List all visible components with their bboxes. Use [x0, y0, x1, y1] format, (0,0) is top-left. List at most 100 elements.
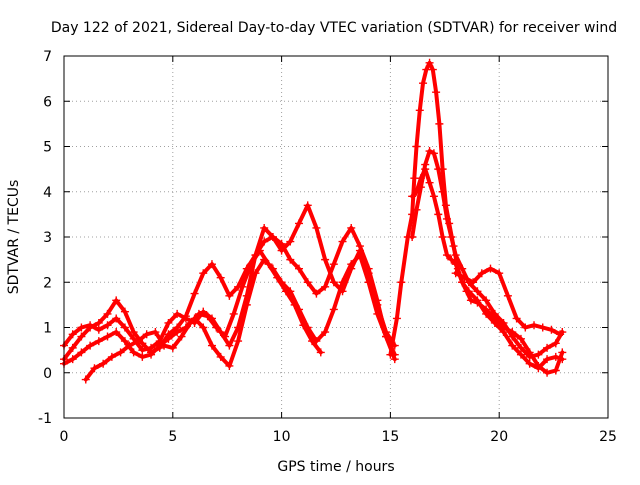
data-point [508, 332, 517, 341]
data-point [203, 312, 212, 321]
series-track-6 [408, 147, 567, 361]
data-point [164, 334, 173, 343]
data-point [482, 296, 491, 305]
data-point [435, 119, 444, 128]
data-point [473, 287, 482, 296]
data-point [516, 350, 525, 359]
data-point [438, 233, 447, 241]
data-point [464, 287, 473, 296]
data-point [525, 352, 534, 361]
data-point [338, 278, 347, 287]
data-point [264, 260, 273, 269]
data-point [103, 309, 112, 318]
data-point [347, 260, 356, 269]
data-point [77, 323, 86, 332]
data-point [425, 178, 434, 187]
data-point [68, 330, 77, 339]
data-point [281, 287, 290, 296]
data-point [338, 237, 347, 246]
data-point [499, 318, 508, 327]
data-point [86, 321, 95, 330]
data-point [199, 323, 208, 332]
data-point [312, 223, 321, 232]
data-point [329, 305, 338, 314]
data-point [181, 314, 190, 323]
data-point [316, 348, 325, 357]
data-point [238, 282, 247, 291]
data-point [382, 332, 391, 341]
data-point [477, 269, 486, 278]
y-tick-label: 4 [43, 185, 52, 201]
data-point [495, 269, 504, 278]
data-point [442, 251, 451, 260]
data-point [428, 65, 437, 74]
data-point [77, 348, 86, 357]
data-point [558, 348, 567, 357]
data-point [547, 325, 556, 334]
data-point [190, 289, 199, 298]
data-point [286, 255, 295, 264]
data-point [419, 79, 428, 88]
data-point [225, 361, 234, 370]
data-point [142, 330, 151, 339]
y-tick-label: 6 [43, 94, 52, 110]
tick-layer: 0 5 10 15 20 25 -1 0 1 2 3 4 5 6 7 [38, 49, 617, 445]
y-tick-label: 1 [43, 321, 52, 337]
data-point [81, 375, 90, 384]
data-point [308, 337, 317, 346]
data-point [556, 330, 565, 339]
data-point [99, 359, 108, 368]
data-point [151, 328, 160, 337]
data-point [503, 291, 512, 300]
data-point [90, 364, 99, 373]
data-point [482, 309, 491, 318]
data-point [321, 255, 330, 264]
data-point [458, 264, 467, 273]
data-point [508, 341, 517, 350]
data-point [364, 278, 373, 287]
data-point [177, 332, 186, 341]
data-point [199, 269, 208, 278]
data-point [551, 366, 560, 375]
data-point [412, 205, 421, 214]
data-point [451, 260, 460, 269]
y-tick-label: 3 [43, 230, 52, 246]
y-tick-label: 0 [43, 366, 52, 382]
data-point [251, 269, 260, 278]
data-point [329, 260, 338, 269]
data-point [303, 201, 312, 210]
y-axis-label: SDTVAR / TECUs [6, 180, 22, 295]
data-point [530, 321, 539, 330]
data-point [221, 332, 230, 341]
data-point [133, 337, 142, 346]
data-point [216, 352, 225, 361]
data-point [295, 219, 304, 228]
data-point [116, 348, 125, 357]
data-point [438, 187, 447, 196]
data-point [321, 328, 330, 337]
data-point [421, 165, 430, 174]
data-point [277, 246, 286, 255]
data-point [234, 337, 243, 346]
data-point [451, 269, 460, 278]
data-point [412, 187, 421, 196]
x-tick-label: 15 [381, 429, 399, 445]
data-point [490, 309, 499, 318]
data-point [295, 264, 304, 273]
data-point [429, 192, 438, 201]
data-point [212, 323, 221, 332]
data-point [434, 165, 443, 174]
data-point [173, 309, 182, 318]
data-point [425, 147, 434, 156]
data-point [290, 300, 299, 309]
data-point [103, 321, 112, 330]
data-point [94, 337, 103, 346]
data-point [255, 246, 264, 255]
series-line [410, 167, 565, 371]
data-point [534, 350, 543, 359]
data-point [225, 291, 234, 300]
data-point [347, 223, 356, 232]
y-tick-label: 2 [43, 275, 52, 291]
data-point [216, 273, 225, 282]
